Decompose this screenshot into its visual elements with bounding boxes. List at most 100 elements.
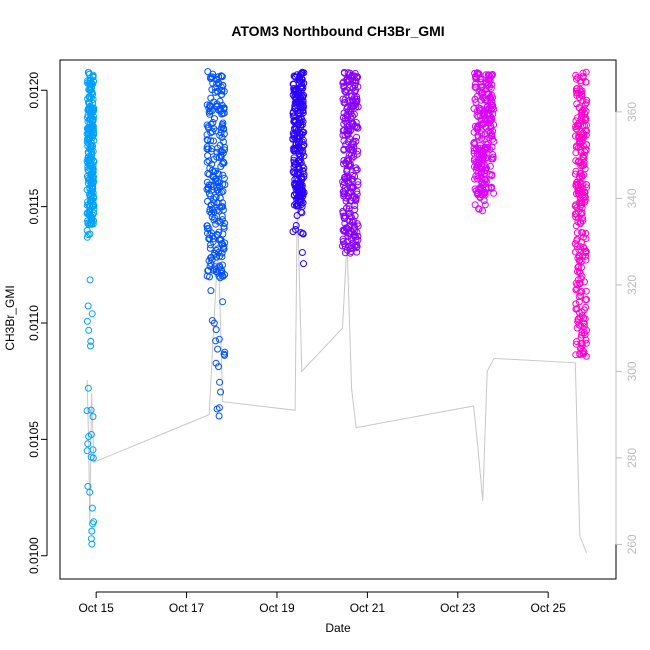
x-tick-label: Oct 25 <box>531 601 567 615</box>
data-point-series-2 <box>217 148 225 155</box>
data-point-series-5 <box>476 112 484 120</box>
data-point-series-6 <box>576 178 584 186</box>
data-point-series-6 <box>572 248 579 256</box>
y-axis-left: 0.0100 0.0105 0.0110 0.0115 0.0120 <box>27 72 48 574</box>
data-point-series-1 <box>84 384 92 392</box>
data-point-series-6 <box>582 99 590 107</box>
data-point-series-1 <box>86 134 94 142</box>
data-point-series-5 <box>482 140 490 148</box>
data-point-series-5 <box>483 103 491 111</box>
chart-title: ATOM3 Northbound CH3Br_GMI <box>231 23 444 39</box>
data-point-series-5 <box>470 139 478 147</box>
data-point-series-1 <box>88 527 96 535</box>
data-point-series-5 <box>487 116 495 124</box>
data-point-series-2 <box>208 206 216 214</box>
data-point-series-5 <box>489 151 497 158</box>
data-point-series-6 <box>576 280 584 287</box>
data-point-series-6 <box>581 193 589 201</box>
data-point-series-6 <box>576 169 584 177</box>
data-point-series-4 <box>348 96 356 104</box>
data-point-series-5 <box>476 75 484 83</box>
data-point-series-1 <box>85 210 93 218</box>
data-point-series-1 <box>89 105 97 113</box>
data-point-series-6 <box>578 90 586 98</box>
data-point-series-6 <box>576 256 584 264</box>
data-point-series-5 <box>471 80 479 88</box>
data-point-series-4 <box>345 174 353 182</box>
data-point-series-5 <box>478 178 485 186</box>
data-point-series-4 <box>341 219 349 227</box>
data-point-series-6 <box>572 143 580 151</box>
data-point-series-2 <box>203 121 211 129</box>
data-point-series-3 <box>297 152 304 160</box>
data-point-series-4 <box>343 75 351 83</box>
data-point-series-4 <box>340 145 348 153</box>
data-point-series-6 <box>576 143 584 150</box>
data-point-series-1 <box>88 184 96 191</box>
data-point-series-1 <box>88 504 96 512</box>
y-tick-label: 0.0100 <box>27 537 41 574</box>
data-point-series-5 <box>485 72 493 80</box>
data-point-series-1 <box>90 202 98 209</box>
data-point-series-4 <box>349 244 357 252</box>
data-point-series-1 <box>86 208 94 216</box>
data-point-series-2 <box>211 249 219 257</box>
data-point-series-2 <box>220 224 228 232</box>
data-point-series-5 <box>489 135 497 143</box>
data-point-series-4 <box>339 242 346 250</box>
data-point-series-4 <box>347 114 355 122</box>
data-point-series-1 <box>83 227 91 234</box>
data-point-series-6 <box>574 318 582 326</box>
data-point-series-4 <box>340 120 348 128</box>
data-point-series-5 <box>470 105 478 113</box>
data-point-series-1 <box>87 337 95 345</box>
data-point-series-1 <box>88 117 96 125</box>
data-point-series-1 <box>87 342 94 350</box>
data-point-series-4 <box>340 240 348 248</box>
y-tick-label: 0.0105 <box>27 421 41 458</box>
data-point-series-3 <box>289 108 297 116</box>
data-point-series-3 <box>291 86 299 94</box>
data-point-series-1 <box>83 157 91 165</box>
data-point-series-4 <box>351 206 359 214</box>
data-point-series-5 <box>471 69 479 77</box>
data-point-series-5 <box>485 127 492 135</box>
data-point-series-6 <box>580 320 588 328</box>
data-point-series-2 <box>217 153 225 161</box>
data-point-series-5 <box>473 69 481 77</box>
data-point-series-5 <box>478 83 486 91</box>
data-point-series-6 <box>579 106 586 114</box>
data-point-series-6 <box>577 79 585 86</box>
data-point-series-4 <box>347 197 355 205</box>
data-point-series-4 <box>343 127 351 135</box>
data-point-series-2 <box>215 363 222 371</box>
data-point-series-4 <box>354 73 361 81</box>
data-point-series-1 <box>84 482 92 490</box>
data-point-series-4 <box>350 144 358 152</box>
data-point-series-1 <box>89 454 97 462</box>
data-point-series-4 <box>339 131 347 139</box>
data-point-series-1 <box>89 166 97 174</box>
data-point-series-2 <box>218 216 226 224</box>
x-tick-label: Oct 15 <box>78 601 114 615</box>
data-point-series-5 <box>488 97 496 105</box>
data-point-series-2 <box>212 220 220 228</box>
data-point-series-3 <box>297 121 305 129</box>
data-point-series-3 <box>290 201 298 209</box>
data-point-series-6 <box>582 78 590 86</box>
data-point-series-1 <box>88 195 96 203</box>
y2-tick-label: 340 <box>625 188 639 208</box>
data-point-series-4 <box>352 244 360 251</box>
data-point-series-2 <box>218 203 225 211</box>
y-axis-label: CH3Br_GMI <box>3 285 17 350</box>
data-point-series-6 <box>577 292 585 300</box>
data-point-series-4 <box>346 183 354 191</box>
data-point-series-5 <box>485 117 493 125</box>
data-point-series-6 <box>579 97 587 105</box>
data-point-series-2 <box>221 219 229 227</box>
plot-frame <box>59 59 617 580</box>
data-point-series-1 <box>89 520 97 528</box>
data-point-series-6 <box>572 305 580 313</box>
data-point-series-1 <box>86 175 94 183</box>
